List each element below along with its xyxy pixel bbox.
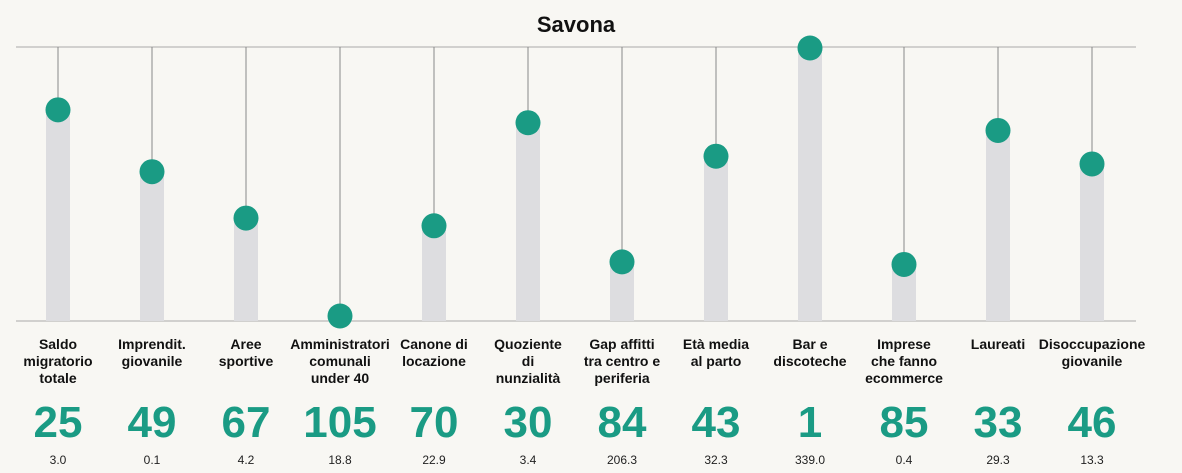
value-label: 4.2 <box>237 453 255 467</box>
category-label: Gap affitti tra centro e periferia <box>583 336 661 386</box>
value-label: 29.3 <box>986 453 1010 467</box>
value-label: 32.3 <box>704 453 728 467</box>
rank-label: 67 <box>221 398 271 447</box>
category-label: Quoziente di nunzialità <box>494 336 562 386</box>
rank-label: 84 <box>597 398 647 447</box>
data-point <box>1079 151 1105 177</box>
value-label: 0.1 <box>143 453 161 467</box>
rank-label: 1 <box>797 398 823 447</box>
value-label: 3.4 <box>519 453 537 467</box>
data-point <box>797 35 823 61</box>
bar <box>422 225 446 321</box>
category-label: Bar e discoteche <box>773 336 847 369</box>
rank-label: 49 <box>127 398 177 447</box>
category-label: Canone di locazione <box>400 336 468 369</box>
rank-label: 85 <box>879 398 929 447</box>
rank-label: 46 <box>1067 398 1117 447</box>
chart-title: Savona <box>536 12 616 37</box>
category-label: Età media al parto <box>682 336 750 369</box>
bar <box>1080 163 1104 321</box>
bar <box>986 130 1010 321</box>
value-label: 13.3 <box>1080 453 1104 467</box>
rank-label: 30 <box>503 398 553 447</box>
bar <box>798 48 822 321</box>
data-point <box>515 110 541 136</box>
category-label: Imprendit. giovanile <box>118 336 186 369</box>
rank-label: 25 <box>33 398 83 447</box>
bar <box>234 218 258 321</box>
category-label: Amministratori comunali under 40 <box>290 336 390 386</box>
value-label: 3.0 <box>49 453 67 467</box>
bar <box>46 109 70 321</box>
rank-label: 70 <box>409 398 459 447</box>
value-label: 18.8 <box>328 453 352 467</box>
data-point <box>985 117 1011 143</box>
value-label: 339.0 <box>794 453 826 467</box>
data-point <box>703 143 729 169</box>
bar <box>704 156 728 321</box>
rank-label: 105 <box>303 398 377 447</box>
category-label: Laureati <box>970 336 1026 352</box>
data-point <box>233 205 259 231</box>
data-point <box>139 159 165 185</box>
category-label: Aree sportive <box>218 336 274 369</box>
data-point <box>45 97 71 123</box>
bar <box>140 171 164 321</box>
category-label: Imprese che fanno ecommerce <box>865 336 943 386</box>
category-label: Saldo migratorio totale <box>23 336 93 386</box>
data-point <box>891 251 917 277</box>
rank-label: 33 <box>973 398 1023 447</box>
value-label: 206.3 <box>606 453 638 467</box>
value-label: 22.9 <box>422 453 446 467</box>
value-label: 0.4 <box>895 453 913 467</box>
rank-label: 43 <box>691 398 741 447</box>
data-point <box>421 213 447 239</box>
data-point <box>609 249 635 275</box>
data-point <box>327 303 353 329</box>
category-label: Disoccupazione giovanile <box>1038 336 1146 369</box>
bar <box>516 122 540 321</box>
